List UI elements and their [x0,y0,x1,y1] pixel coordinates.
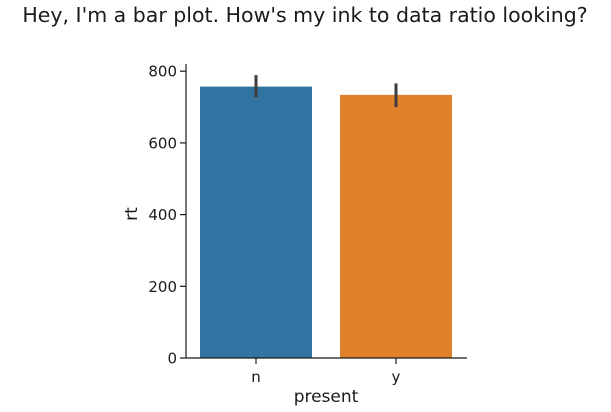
bar-n [200,86,312,358]
x-tick-label-y: y [392,368,401,386]
y-axis: 0 200 400 600 800 [148,63,187,368]
y-tick-label-0: 0 [167,350,177,368]
plot-area [200,75,452,359]
bar-y [340,94,452,359]
y-axis-label: rt [122,207,142,221]
chart-title: Hey, I'm a bar plot. How's my ink to dat… [22,3,587,27]
y-tick-label-800: 800 [148,63,177,81]
x-axis-label: present [294,387,359,407]
y-tick-label-600: 600 [148,134,177,152]
y-tick-label-200: 200 [148,278,177,296]
y-tick-label-400: 400 [148,206,177,224]
x-tick-label-n: n [251,368,261,386]
